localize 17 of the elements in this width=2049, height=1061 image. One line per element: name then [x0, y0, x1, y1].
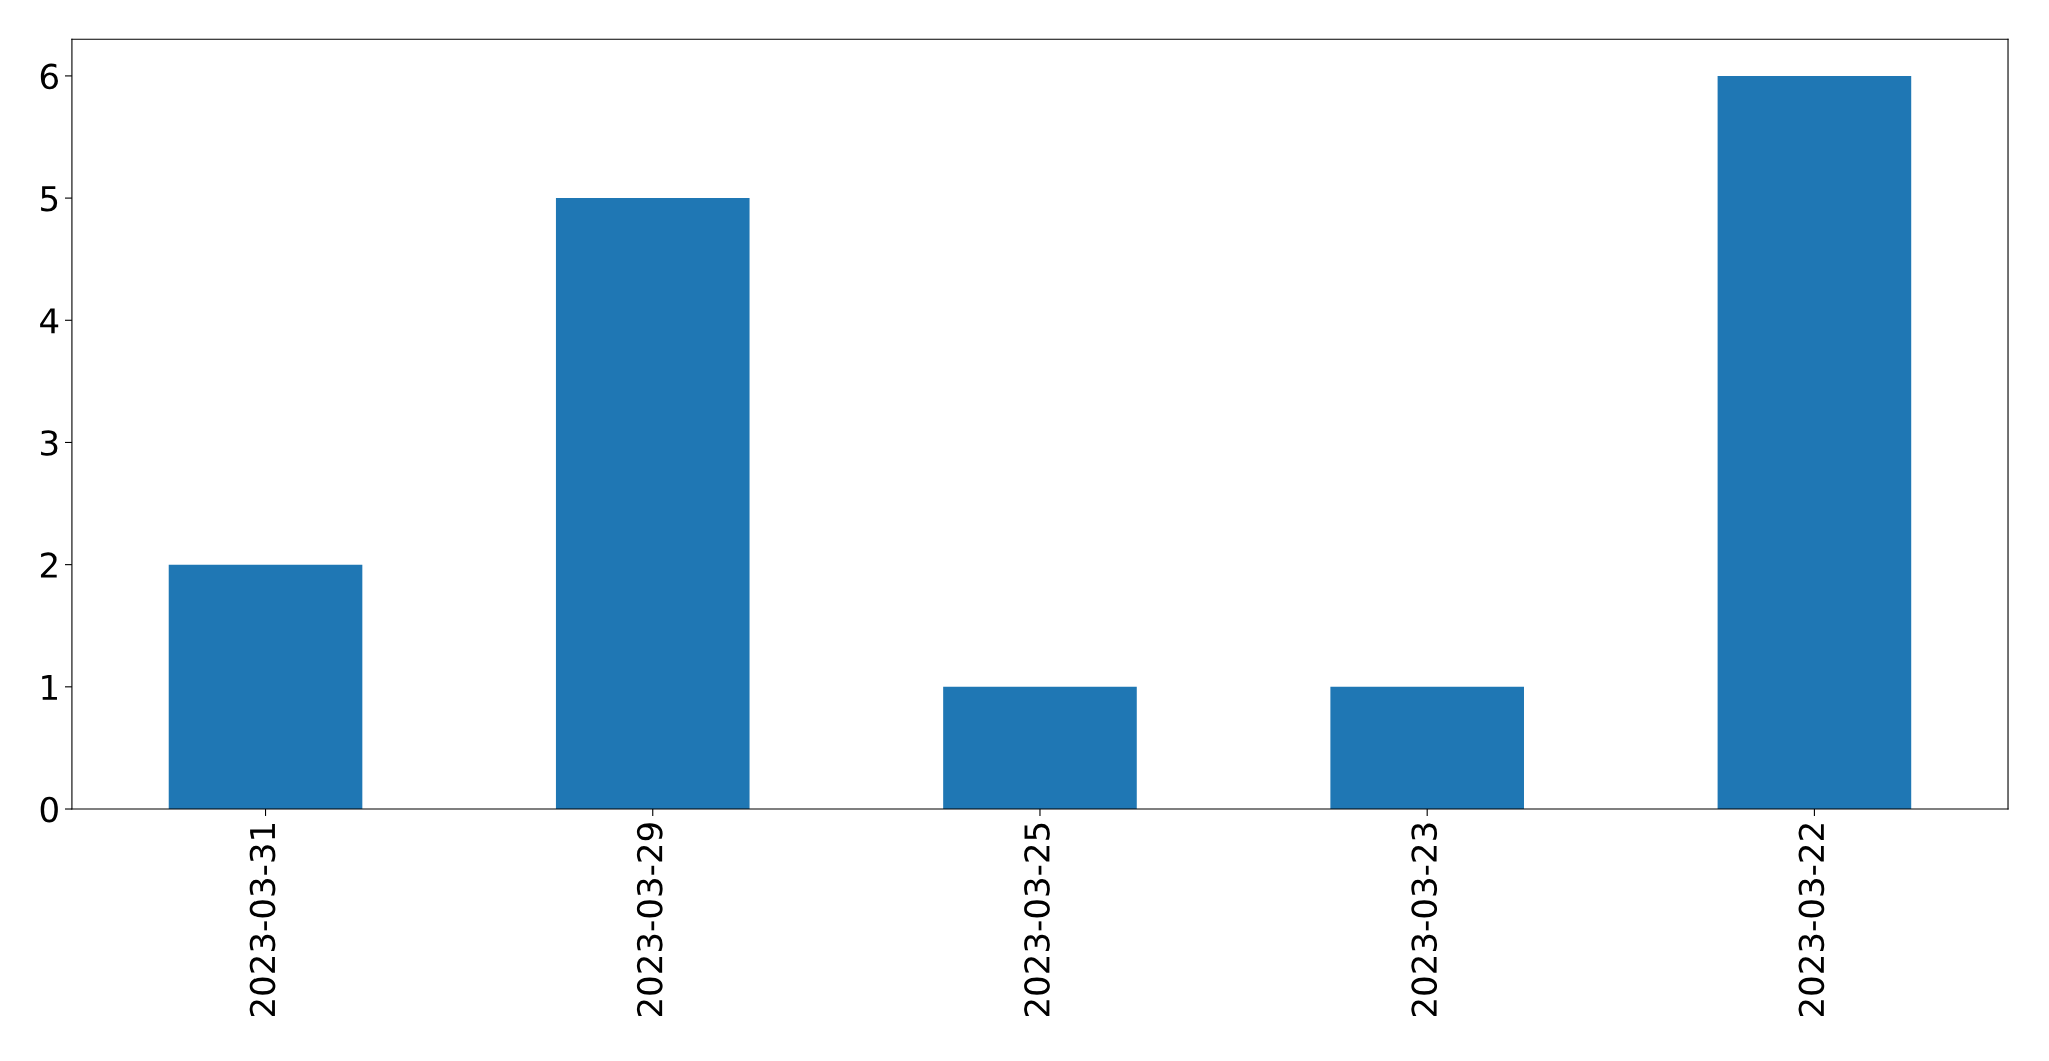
x-tick-label: 2023-03-31 — [249, 823, 276, 1017]
y-tick-label: 5 — [41, 186, 58, 212]
y-tick-label: 3 — [41, 430, 58, 456]
bar — [943, 686, 1137, 810]
bar — [1717, 75, 1912, 810]
bar — [1330, 686, 1524, 810]
x-tick-label: 2023-03-23 — [1411, 823, 1438, 1017]
x-tick-label: 2023-03-25 — [1024, 823, 1050, 1017]
bar — [168, 564, 363, 810]
y-tick-label: 1 — [42, 674, 57, 700]
y-tick-label: 2 — [40, 552, 57, 578]
bar — [555, 198, 750, 810]
y-tick-label: 0 — [40, 796, 58, 823]
y-tick-label: 6 — [40, 63, 58, 90]
x-tick-label: 2023-03-29 — [636, 823, 663, 1017]
y-tick-label: 4 — [40, 308, 59, 334]
x-tick-label: 2023-03-22 — [1798, 824, 1825, 1017]
